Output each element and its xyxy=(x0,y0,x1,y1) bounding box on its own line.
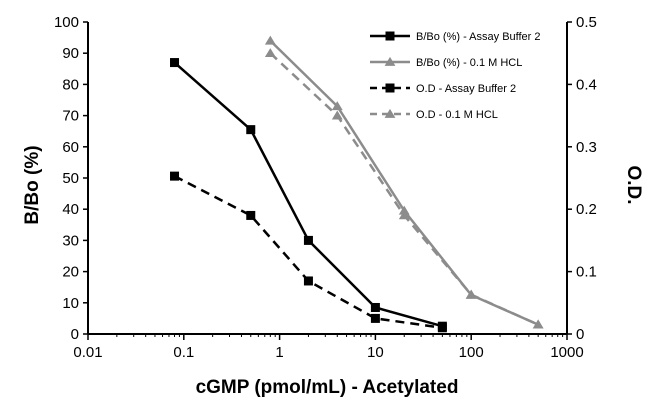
data-point-marker xyxy=(246,210,256,220)
data-point-marker xyxy=(385,31,395,41)
legend-entry: B/Bo (%) - 0.1 M HCL xyxy=(370,56,522,69)
data-point-marker xyxy=(370,313,380,323)
data-point-marker xyxy=(437,323,447,333)
series-layer xyxy=(170,35,544,333)
y2-tick-label: 0 xyxy=(576,326,584,343)
y-tick-label: 30 xyxy=(62,232,79,249)
legend-entry: O.D - Assay Buffer 2 xyxy=(370,83,516,95)
y-tick-label: 90 xyxy=(62,45,79,62)
y-tick-label: 50 xyxy=(62,170,79,187)
legend-label: B/Bo (%) - 0.1 M HCL xyxy=(416,57,522,69)
data-point-marker xyxy=(465,289,477,299)
y2-tick-label: 0.5 xyxy=(576,14,597,31)
legend-label: B/Bo (%) - Assay Buffer 2 xyxy=(416,31,541,43)
series-3 xyxy=(170,171,447,333)
x-tick-label: 1000 xyxy=(550,344,583,361)
data-point-marker xyxy=(246,125,256,135)
data-point-marker xyxy=(264,48,276,58)
x-tick-label: 1 xyxy=(275,344,283,361)
legend-label: O.D - Assay Buffer 2 xyxy=(416,83,516,95)
series-line xyxy=(173,61,443,328)
y-tick-label: 100 xyxy=(54,14,79,31)
y2-tick-label: 0.2 xyxy=(576,201,597,218)
y-tick-label: 40 xyxy=(62,201,79,218)
x-tick-label: 0.01 xyxy=(73,344,102,361)
legend-label: O.D - 0.1 M HCL xyxy=(416,109,498,121)
y-axis-title: B/Bo (%) xyxy=(22,145,43,224)
legend-entry: B/Bo (%) - Assay Buffer 2 xyxy=(370,31,541,43)
data-point-marker xyxy=(532,319,544,329)
series-line xyxy=(173,175,443,329)
data-point-marker xyxy=(384,56,396,66)
data-point-marker xyxy=(385,83,395,93)
data-point-marker xyxy=(170,58,180,68)
legend: B/Bo (%) - Assay Buffer 2 B/Bo (%) - 0.1 … xyxy=(370,31,541,121)
x-axis-title: cGMP (pmol/mL) - Acetylated xyxy=(196,377,459,398)
y-tick-label: 10 xyxy=(62,295,79,312)
data-point-marker xyxy=(384,108,396,118)
y-tick-label: 20 xyxy=(62,264,79,281)
data-point-marker xyxy=(331,110,343,120)
y2-tick-label: 0.4 xyxy=(576,76,597,93)
series-4 xyxy=(264,48,544,329)
y-tick-label: 60 xyxy=(62,139,79,156)
x-tick-label: 10 xyxy=(367,344,384,361)
y-tick-label: 0 xyxy=(71,326,79,343)
y-tick-label: 80 xyxy=(62,76,79,93)
y2-axis-title: O.D. xyxy=(623,165,644,204)
y2-tick-label: 0.1 xyxy=(576,264,597,281)
axes: 010203040506070809010000.10.20.30.40.50.… xyxy=(54,14,597,361)
data-point-marker xyxy=(170,171,180,181)
data-point-marker xyxy=(303,235,313,245)
y-tick-label: 70 xyxy=(62,108,79,125)
x-tick-label: 100 xyxy=(459,344,484,361)
legend-entry: O.D - 0.1 M HCL xyxy=(370,108,498,121)
x-tick-label: 0.1 xyxy=(173,344,194,361)
data-point-marker xyxy=(331,101,343,111)
series-1 xyxy=(170,58,447,331)
data-point-marker xyxy=(370,302,380,312)
data-point-marker xyxy=(398,210,410,220)
data-point-marker xyxy=(264,35,276,45)
y2-tick-label: 0.3 xyxy=(576,139,597,156)
data-point-marker xyxy=(303,276,313,286)
data-point-marker xyxy=(398,205,410,215)
